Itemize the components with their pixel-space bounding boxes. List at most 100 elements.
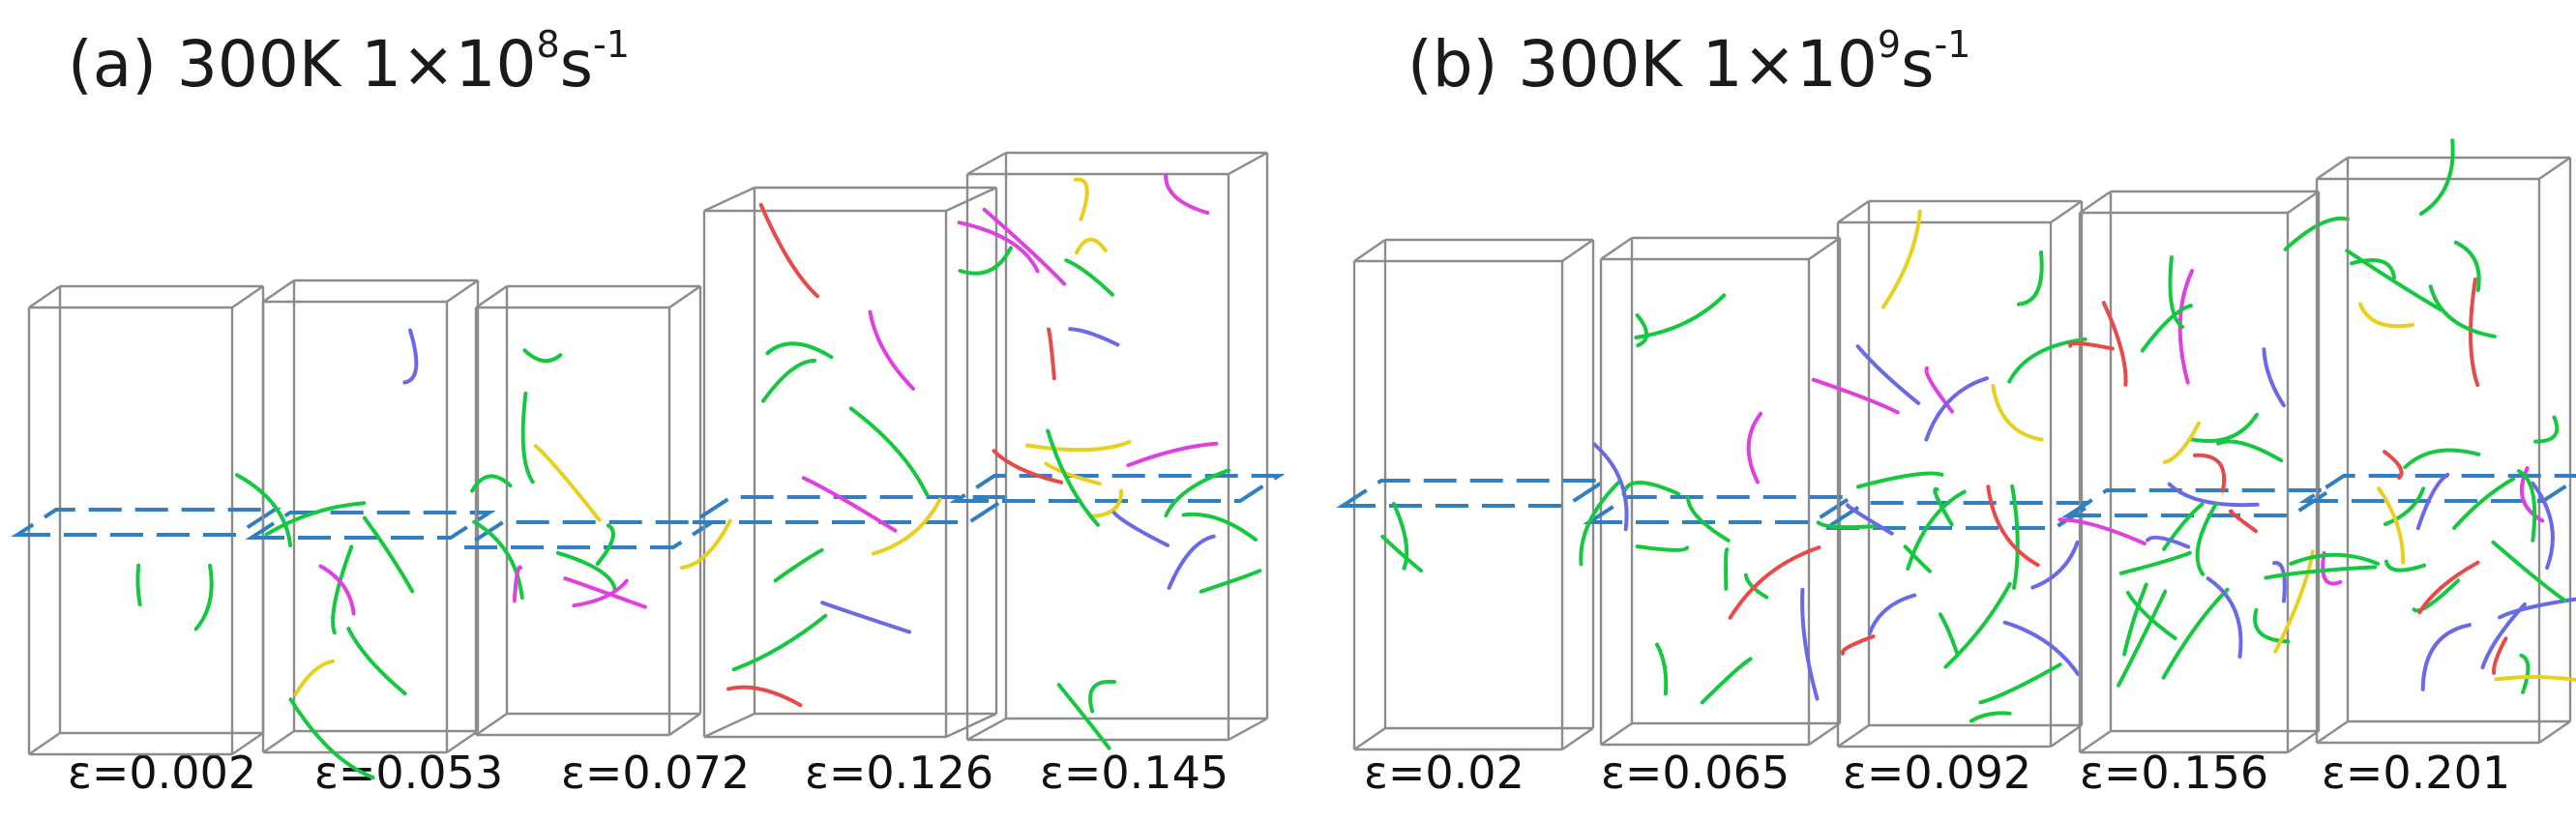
dislocation-line bbox=[135, 563, 142, 607]
dislocation-line bbox=[2262, 347, 2286, 408]
strain-label-a4: ε=0.126 bbox=[805, 747, 994, 799]
dislocation-line bbox=[1635, 544, 1690, 552]
dislocation-line bbox=[318, 564, 356, 616]
strain-label-b1: ε=0.02 bbox=[1364, 747, 1525, 799]
dislocation-line bbox=[2068, 341, 2115, 351]
strain-label-b3: ε=0.092 bbox=[1843, 747, 2032, 799]
dislocation-line bbox=[264, 501, 367, 537]
dislocation-line bbox=[1700, 657, 1753, 705]
box-edge bbox=[668, 285, 701, 308]
dislocation-line bbox=[2162, 502, 2205, 551]
box-edge bbox=[1561, 727, 1594, 750]
dislocation-line bbox=[2206, 576, 2243, 659]
dislocation-line bbox=[572, 578, 629, 608]
dislocation-line bbox=[2289, 552, 2381, 566]
dislocation-line bbox=[2420, 623, 2472, 691]
dislocation-line bbox=[1743, 572, 1769, 600]
slip-plane bbox=[686, 495, 1015, 524]
box-edge bbox=[1808, 237, 1841, 260]
slip-plane bbox=[1583, 495, 1858, 524]
dislocation-line bbox=[2491, 540, 2567, 602]
dislocation-line bbox=[1391, 501, 1409, 571]
dislocation-line bbox=[2030, 540, 2080, 590]
dislocation-line bbox=[1811, 377, 1900, 415]
dislocation-line bbox=[1164, 468, 1230, 517]
dislocation-line bbox=[1978, 662, 2062, 705]
box-edge bbox=[231, 732, 264, 755]
sim-box-8 bbox=[1811, 199, 2100, 749]
box-edge bbox=[262, 279, 295, 303]
box-edge bbox=[1837, 200, 1870, 223]
dislocation-line bbox=[2118, 550, 2192, 575]
dislocation-line bbox=[2492, 636, 2508, 675]
dislocation-line bbox=[1933, 486, 1954, 527]
dislocation-line bbox=[1074, 237, 1108, 255]
dislocation-line bbox=[731, 613, 828, 672]
box-edge bbox=[2287, 730, 2320, 753]
dislocation-line bbox=[1088, 680, 1116, 714]
dislocation-line bbox=[2384, 486, 2426, 526]
dislocation-line bbox=[958, 246, 1013, 276]
dislocation-line bbox=[1686, 495, 1731, 543]
dislocation-line bbox=[595, 523, 615, 567]
dislocation-line bbox=[1199, 569, 1262, 594]
dislocation-line bbox=[2140, 304, 2193, 353]
dislocation-line bbox=[563, 576, 647, 609]
slip-plane bbox=[1336, 479, 1612, 508]
strain-label-b2: ε=0.065 bbox=[1601, 747, 1791, 799]
dislocation-line bbox=[346, 627, 407, 696]
dislocation-line bbox=[2264, 565, 2378, 580]
dislocation-line bbox=[820, 601, 912, 634]
panel-b-title: (b) 300K 1×109s-1 bbox=[1407, 23, 1971, 102]
dislocation-line bbox=[2168, 255, 2185, 329]
dislocation-line bbox=[801, 476, 898, 533]
dislocation-line bbox=[982, 207, 1067, 286]
strain-label-a5: ε=0.145 bbox=[1040, 747, 1229, 799]
dislocation-line bbox=[2216, 439, 2284, 463]
dislocation-line bbox=[2122, 582, 2148, 657]
dislocation-line bbox=[1088, 488, 1124, 518]
box-edge bbox=[1228, 151, 1268, 176]
dislocation-line bbox=[1046, 428, 1100, 527]
box-edge bbox=[446, 279, 479, 303]
dislocation-line bbox=[679, 518, 732, 571]
dislocation-line bbox=[1924, 366, 1955, 414]
dislocation-line bbox=[2519, 653, 2531, 694]
box-edge bbox=[2538, 157, 2571, 180]
dislocation-line bbox=[2428, 284, 2497, 338]
dislocation-line bbox=[2228, 509, 2258, 534]
box-edge bbox=[2079, 730, 2112, 753]
dislocation-line bbox=[1655, 642, 1669, 696]
sim-box-3 bbox=[458, 284, 719, 737]
dislocation-line bbox=[2469, 277, 2480, 388]
dislocation-line bbox=[868, 309, 915, 391]
dislocation-line bbox=[1846, 503, 1894, 536]
dislocation-line bbox=[472, 519, 524, 601]
dislocation-line bbox=[2452, 477, 2516, 530]
dislocation-line bbox=[773, 547, 824, 583]
dislocation-line bbox=[2350, 258, 2396, 280]
dislocation-line bbox=[1044, 461, 1102, 486]
dislocation-line bbox=[235, 473, 293, 547]
box-edge bbox=[1808, 722, 1841, 746]
sim-box-6 bbox=[1336, 238, 1612, 751]
dislocation-line bbox=[1903, 544, 1932, 573]
dislocation-line bbox=[520, 391, 535, 484]
dislocation-line bbox=[1024, 440, 1132, 453]
dislocation-line bbox=[470, 474, 513, 493]
box-edge bbox=[2079, 191, 2112, 214]
box-edge bbox=[475, 713, 508, 736]
dislocation-line bbox=[758, 202, 819, 299]
dislocation-line bbox=[331, 544, 354, 635]
strain-label-a3: ε=0.072 bbox=[561, 747, 751, 799]
box-edge bbox=[945, 712, 997, 739]
dislocation-line bbox=[293, 659, 335, 697]
sim-box-5 bbox=[949, 151, 1286, 750]
dislocation-line bbox=[402, 328, 419, 385]
dislocation-line bbox=[1724, 547, 1730, 591]
box-edge bbox=[1353, 239, 1386, 262]
dislocation-line bbox=[1991, 384, 2044, 442]
dislocation-line bbox=[2417, 560, 2480, 615]
dislocation-line bbox=[2189, 412, 2259, 444]
dislocation-line bbox=[2418, 138, 2455, 216]
